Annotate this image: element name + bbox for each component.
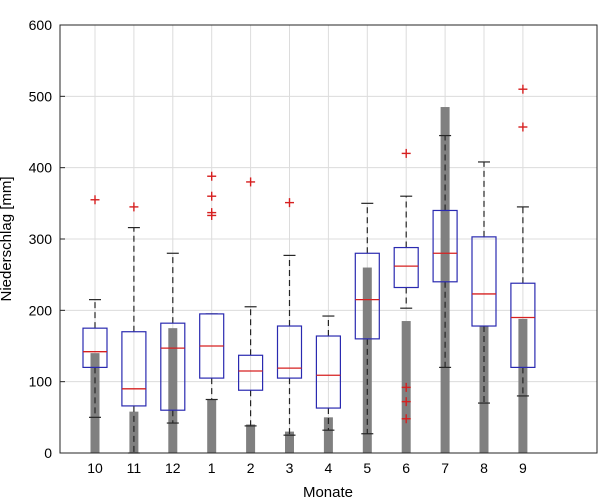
boxplot-3 [276, 198, 303, 436]
iqr-box [160, 322, 186, 411]
iqr-box [276, 325, 303, 379]
bar-layer [90, 107, 528, 454]
boxplot-6 [393, 148, 419, 424]
y-tick-label: 600 [29, 17, 53, 33]
x-axis-label: Monate [303, 484, 353, 501]
boxplot-7 [432, 134, 458, 368]
precip-bar [168, 328, 178, 453]
x-tick-label: 5 [363, 460, 371, 476]
iqr-box [471, 236, 497, 327]
x-tick-label: 1 [208, 460, 216, 476]
boxplot-8 [471, 161, 497, 404]
boxplot-12 [160, 252, 186, 424]
outlier-marker [401, 397, 411, 407]
boxplot-10 [82, 195, 108, 418]
outlier-marker [129, 202, 139, 212]
y-tick-label: 300 [29, 231, 53, 247]
iqr-box [432, 209, 458, 283]
outlier-marker [90, 195, 100, 205]
outlier-marker [401, 148, 411, 158]
outlier-marker [518, 84, 528, 94]
y-axis-label: Niederschlag [mm] [0, 176, 15, 301]
boxplot-5 [354, 202, 380, 435]
outlier-marker [207, 191, 217, 201]
outlier-marker [401, 382, 411, 392]
box-layer [82, 84, 536, 454]
y-tick-label: 500 [29, 88, 53, 104]
iqr-box [121, 331, 147, 407]
outlier-marker [207, 171, 217, 181]
x-tick-label: 12 [165, 460, 181, 476]
outlier-marker [207, 210, 217, 220]
x-tick-label: 6 [402, 460, 410, 476]
x-tick-label: 8 [480, 460, 488, 476]
precip-bar [129, 411, 139, 453]
iqr-box [315, 335, 341, 409]
y-tick-label: 400 [29, 160, 53, 176]
x-tick-labels: 10 11 12 1 2 3 4 5 6 7 8 9 [87, 460, 527, 476]
x-tick-label: 3 [286, 460, 294, 476]
boxplot-9 [510, 84, 536, 397]
x-tick-label: 7 [441, 460, 449, 476]
y-tick-label: 0 [44, 445, 52, 461]
x-tick-label: 9 [519, 460, 527, 476]
y-tick-label: 200 [29, 302, 53, 318]
precip-bar [207, 399, 217, 453]
boxplot-4 [315, 315, 341, 431]
precip-bar [440, 107, 450, 454]
plot-frame [59, 24, 598, 454]
x-tick-label: 4 [325, 460, 333, 476]
iqr-box [82, 327, 108, 368]
boxplot-2 [238, 177, 264, 427]
precip-bar [518, 318, 528, 453]
boxplot-1 [199, 171, 225, 401]
precip-bar [323, 417, 333, 453]
y-tick-label: 100 [29, 374, 53, 390]
iqr-box [354, 252, 380, 340]
outlier-marker [285, 198, 294, 208]
precip-bar [246, 424, 256, 453]
outlier-marker [518, 122, 528, 132]
y-tick-labels: 0 100 200 300 400 500 600 [29, 17, 53, 461]
precip-bar [285, 431, 294, 453]
x-tick-label: 2 [247, 460, 255, 476]
outlier-marker [246, 177, 256, 187]
iqr-box [393, 246, 419, 289]
iqr-box [510, 282, 536, 368]
x-tick-label: 11 [127, 460, 142, 476]
outlier-marker [401, 414, 411, 424]
iqr-box [238, 354, 264, 391]
x-tick-label: 10 [87, 460, 103, 476]
